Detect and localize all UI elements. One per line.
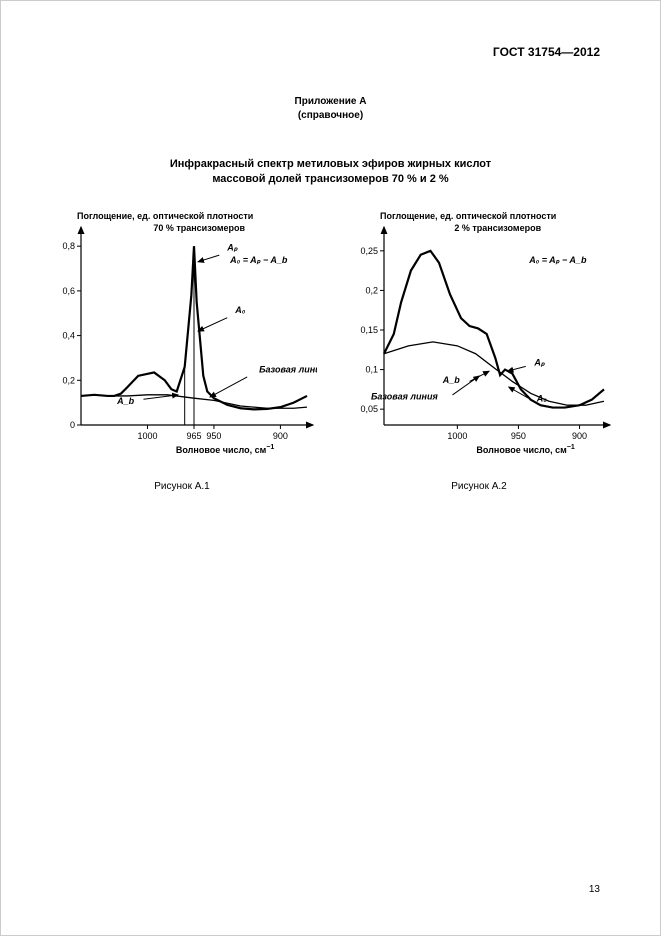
svg-text:1000: 1000 (447, 431, 467, 441)
svg-text:Волновое число, см−1: Волновое число, см−1 (176, 444, 274, 455)
svg-text:Aₚ: Aₚ (226, 243, 237, 253)
svg-text:A₀: A₀ (234, 305, 245, 315)
svg-text:0,1: 0,1 (365, 365, 378, 375)
svg-text:A₀ = Aₚ − A_b: A₀ = Aₚ − A_b (528, 255, 587, 265)
svg-text:Поглощение, ед. оптической пло: Поглощение, ед. оптической плотности (77, 211, 253, 221)
svg-text:Базовая линия: Базовая линия (371, 392, 439, 402)
svg-text:A₀: A₀ (536, 393, 547, 403)
svg-text:0,8: 0,8 (62, 241, 75, 251)
standard-header: ГОСТ 31754—2012 (493, 45, 600, 59)
svg-text:965: 965 (186, 431, 201, 441)
chart-a2: 0,05 0,1 0,15 0,2 0,25 1000 950 900 Поглощение, … (344, 207, 614, 492)
svg-text:2 % трансизомеров: 2 % трансизомеров (454, 223, 541, 233)
svg-text:0,4: 0,4 (62, 331, 75, 341)
caption-a2: Рисунок А.2 (344, 481, 614, 492)
svg-text:950: 950 (206, 431, 221, 441)
svg-text:0,15: 0,15 (360, 325, 378, 335)
page: ГОСТ 31754—2012 Приложение А (справочное… (0, 0, 661, 936)
svg-text:0,2: 0,2 (62, 375, 75, 385)
svg-text:A₀ = Aₚ − A_b: A₀ = Aₚ − A_b (229, 255, 288, 265)
svg-text:70 % трансизомеров: 70 % трансизомеров (153, 223, 245, 233)
svg-text:A_b: A_b (442, 375, 461, 385)
chart-a2-svg: 0,05 0,1 0,15 0,2 0,25 1000 950 900 Поглощение, … (344, 207, 614, 467)
caption-a1: Рисунок А.1 (47, 481, 317, 492)
svg-text:900: 900 (572, 431, 587, 441)
svg-text:Поглощение, ед. оптической пло: Поглощение, ед. оптической плотности (380, 211, 556, 221)
chart-a1: 0 0,2 0,4 0,6 0,8 1000 965 950 900 Поглощение, ед… (47, 207, 317, 492)
chart-a1-svg: 0 0,2 0,4 0,6 0,8 1000 965 950 900 Поглощение, ед… (47, 207, 317, 467)
svg-text:1000: 1000 (137, 431, 157, 441)
svg-text:Волновое число, см−1: Волновое число, см−1 (476, 444, 574, 455)
svg-text:Базовая линия: Базовая линия (259, 364, 317, 374)
svg-text:900: 900 (273, 431, 288, 441)
svg-text:0,2: 0,2 (365, 285, 378, 295)
svg-text:950: 950 (511, 431, 526, 441)
title-line1: Инфракрасный спектр метиловых эфиров жир… (1, 157, 660, 172)
figure-title: Инфракрасный спектр метиловых эфиров жир… (1, 157, 660, 188)
appendix-line1: Приложение А (1, 95, 660, 109)
appendix-line2: (справочное) (1, 109, 660, 123)
title-line2: массовой долей трансизомеров 70 % и 2 % (1, 172, 660, 187)
appendix-block: Приложение А (справочное) (1, 95, 660, 122)
svg-text:0,25: 0,25 (360, 246, 378, 256)
svg-text:Aₚ: Aₚ (533, 358, 544, 368)
page-number: 13 (589, 884, 600, 895)
svg-text:0,6: 0,6 (62, 286, 75, 296)
svg-text:A_b: A_b (116, 396, 135, 406)
svg-text:0: 0 (70, 420, 75, 430)
charts-row: 0 0,2 0,4 0,6 0,8 1000 965 950 900 Поглощение, ед… (47, 207, 614, 492)
svg-text:0,05: 0,05 (360, 404, 378, 414)
